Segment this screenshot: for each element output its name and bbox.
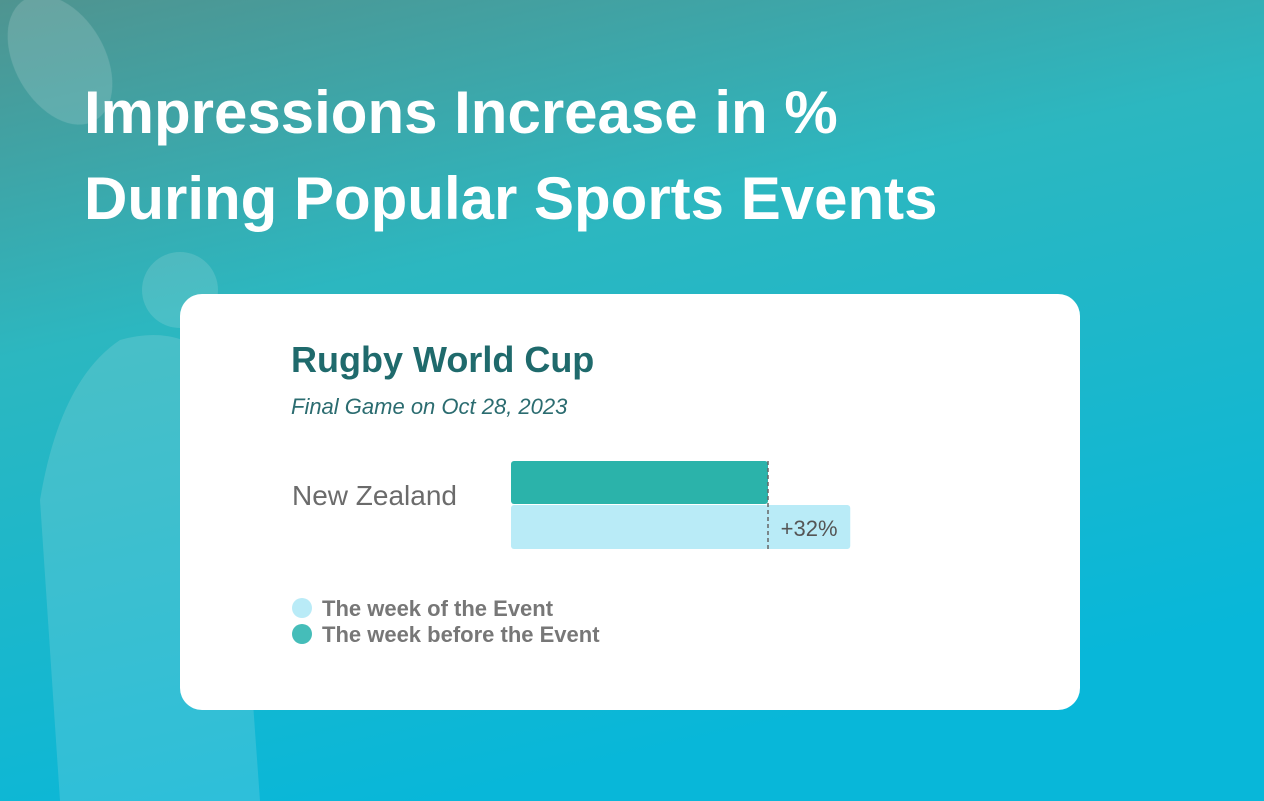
chart-subtitle: Final Game on Oct 28, 2023: [291, 394, 568, 419]
bar-base: [511, 505, 768, 549]
legend-swatch: [292, 598, 312, 618]
category-label: New Zealand: [292, 480, 457, 511]
bar-increase: [765, 505, 851, 549]
page-title: During Popular Sports Events: [84, 165, 937, 232]
value-label: +32%: [781, 516, 838, 541]
legend-swatch: [292, 624, 312, 644]
legend-label: The week of the Event: [322, 596, 554, 621]
bar: [511, 461, 768, 504]
legend-label: The week before the Event: [322, 622, 600, 647]
page-title: Impressions Increase in %: [84, 79, 838, 146]
chart-title: Rugby World Cup: [291, 339, 594, 380]
